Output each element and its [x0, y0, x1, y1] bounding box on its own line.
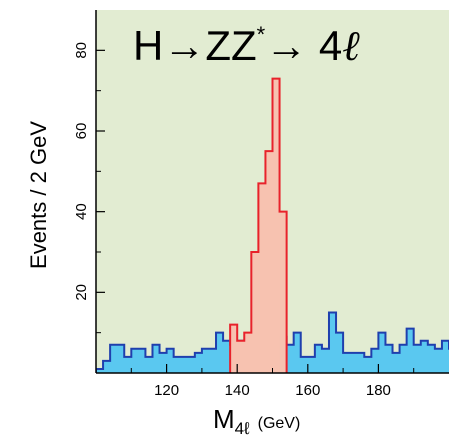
background-bin: [208, 348, 217, 373]
signal-bin: [244, 332, 252, 373]
x-axis-label: M4ℓ (GeV): [213, 404, 300, 438]
x-tick-label: 180: [366, 382, 391, 399]
signal-outline: [229, 77, 288, 373]
y-axis-label: Events / 2 GeV: [26, 121, 51, 269]
background-bin: [350, 352, 358, 373]
axes-layer: 120 140 160 180 20 40 60 80: [73, 10, 449, 399]
background-bin: [385, 344, 393, 373]
background-bin: [328, 312, 337, 373]
background-bin: [223, 340, 231, 373]
background-bin: [138, 348, 146, 373]
title-main: H→ZZ: [133, 22, 257, 69]
background-bin: [378, 332, 386, 373]
signal-bin: [237, 340, 245, 373]
signal-bin: [279, 211, 288, 373]
x-tick-label: 160: [295, 382, 320, 399]
signal-bin: [230, 324, 238, 373]
signal-bin: [265, 151, 273, 373]
title-tail: → 4: [265, 22, 342, 69]
background-bin: [434, 348, 443, 373]
y-tick-label: 60: [73, 123, 90, 140]
x-label-unit: (GeV): [258, 415, 301, 432]
background-bin: [321, 348, 330, 373]
background-bin: [364, 356, 372, 373]
background-bin: [187, 356, 196, 373]
y-tick-label: 20: [73, 284, 90, 301]
signal-bin: [272, 78, 280, 373]
signal-bin: [258, 183, 266, 373]
background-outline: [96, 311, 449, 373]
background-bin: [286, 344, 295, 373]
background-bin: [117, 344, 125, 373]
background-bin: [173, 356, 182, 373]
background-bin: [427, 344, 436, 373]
signal-series: [229, 77, 288, 373]
background-bin: [166, 348, 175, 373]
background-bin: [194, 352, 203, 373]
histogram-layer: [96, 77, 449, 373]
background-bin: [293, 332, 302, 373]
background-bin: [216, 332, 224, 373]
title-sup: *: [257, 22, 266, 47]
background-bin: [343, 352, 351, 373]
x-label-main: M: [213, 404, 235, 434]
background-bin: [159, 352, 167, 373]
background-bin: [336, 332, 344, 373]
y-tick-label: 80: [73, 42, 90, 59]
background-bin: [201, 348, 210, 373]
background-bin: [96, 368, 104, 373]
background-bin: [371, 348, 379, 373]
background-bin: [300, 356, 309, 373]
x-label-sub: 4ℓ: [235, 419, 250, 438]
background-bin: [145, 356, 153, 373]
x-tick-label: 140: [225, 382, 250, 399]
title-lepton: ℓ: [342, 21, 360, 70]
background-bin: [413, 344, 422, 373]
background-bin: [110, 344, 118, 373]
background-bin: [180, 356, 189, 373]
background-bin: [441, 340, 449, 373]
background-bin: [392, 352, 400, 373]
x-tick-label: 120: [154, 382, 179, 399]
background-bin: [357, 352, 365, 373]
background-bin: [314, 344, 323, 373]
background-bin: [406, 328, 415, 373]
chart-title: H→ZZ*→ 4ℓ: [133, 21, 360, 70]
background-bin: [420, 340, 429, 373]
background-bin: [307, 356, 316, 373]
background-bin: [124, 356, 132, 373]
background-bin: [131, 348, 139, 373]
background-bin: [152, 344, 160, 373]
background-bin: [399, 344, 408, 373]
background-bin: [103, 360, 111, 373]
y-tick-label: 40: [73, 203, 90, 220]
signal-bin: [251, 252, 259, 373]
